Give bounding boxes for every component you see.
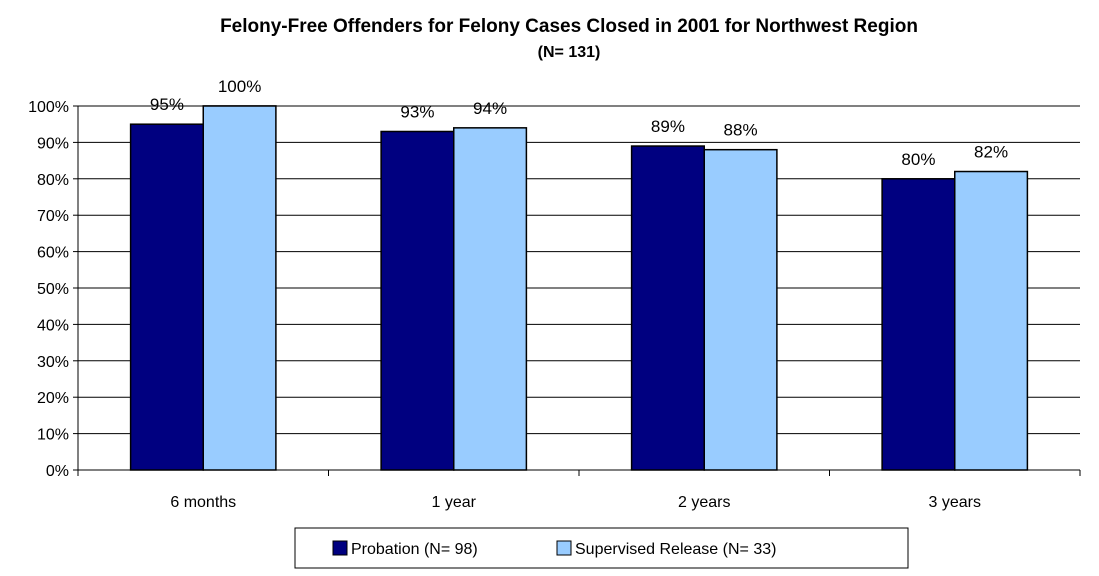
data-label: 94% — [473, 99, 507, 118]
data-label: 89% — [651, 117, 685, 136]
bar — [453, 127, 528, 471]
x-tick-label: 6 months — [170, 494, 236, 511]
bar — [380, 130, 455, 471]
y-tick-label: 100% — [28, 99, 69, 116]
bar — [881, 178, 956, 471]
bar — [630, 145, 705, 471]
data-label: 93% — [400, 102, 434, 121]
x-tick-label: 1 year — [432, 494, 477, 511]
y-tick-label: 0% — [46, 463, 69, 480]
data-labels: 95% 100% 93% 94% 89% 88% 80% 82% — [150, 77, 1008, 169]
y-tick-label: 10% — [37, 427, 69, 444]
data-label: 88% — [724, 121, 758, 140]
x-tick-label: 2 years — [678, 494, 730, 511]
data-label: 100% — [218, 77, 261, 96]
data-label: 80% — [901, 150, 935, 169]
legend-label: Supervised Release (N= 33) — [575, 541, 776, 558]
x-tick-label: 3 years — [929, 494, 981, 511]
chart-subtitle: (N= 131) — [538, 44, 601, 61]
data-label: 95% — [150, 95, 184, 114]
bar — [202, 105, 277, 471]
y-tick-label: 90% — [37, 135, 69, 152]
legend-swatch — [332, 540, 348, 556]
legend-swatch — [556, 540, 572, 556]
legend: Probation (N= 98) Supervised Release (N= … — [294, 527, 909, 569]
y-tick-label: 30% — [37, 354, 69, 371]
y-tick-label: 80% — [37, 172, 69, 189]
chart-title: Felony-Free Offenders for Felony Cases C… — [220, 16, 918, 37]
y-tick-label: 40% — [37, 317, 69, 334]
axes: 0% 10% 20% 30% 40% 50% 60% 70% 80% 90% 100% 6 month… — [28, 99, 1081, 511]
data-label: 82% — [974, 143, 1008, 162]
legend-box — [294, 527, 909, 569]
bar — [129, 123, 204, 471]
legend-label: Probation (N= 98) — [351, 541, 478, 558]
y-tick-label: 60% — [37, 245, 69, 262]
y-tick-label: 50% — [37, 281, 69, 298]
bar — [703, 148, 778, 471]
bar — [954, 170, 1029, 471]
y-tick-label: 20% — [37, 390, 69, 407]
y-tick-label: 70% — [37, 208, 69, 225]
